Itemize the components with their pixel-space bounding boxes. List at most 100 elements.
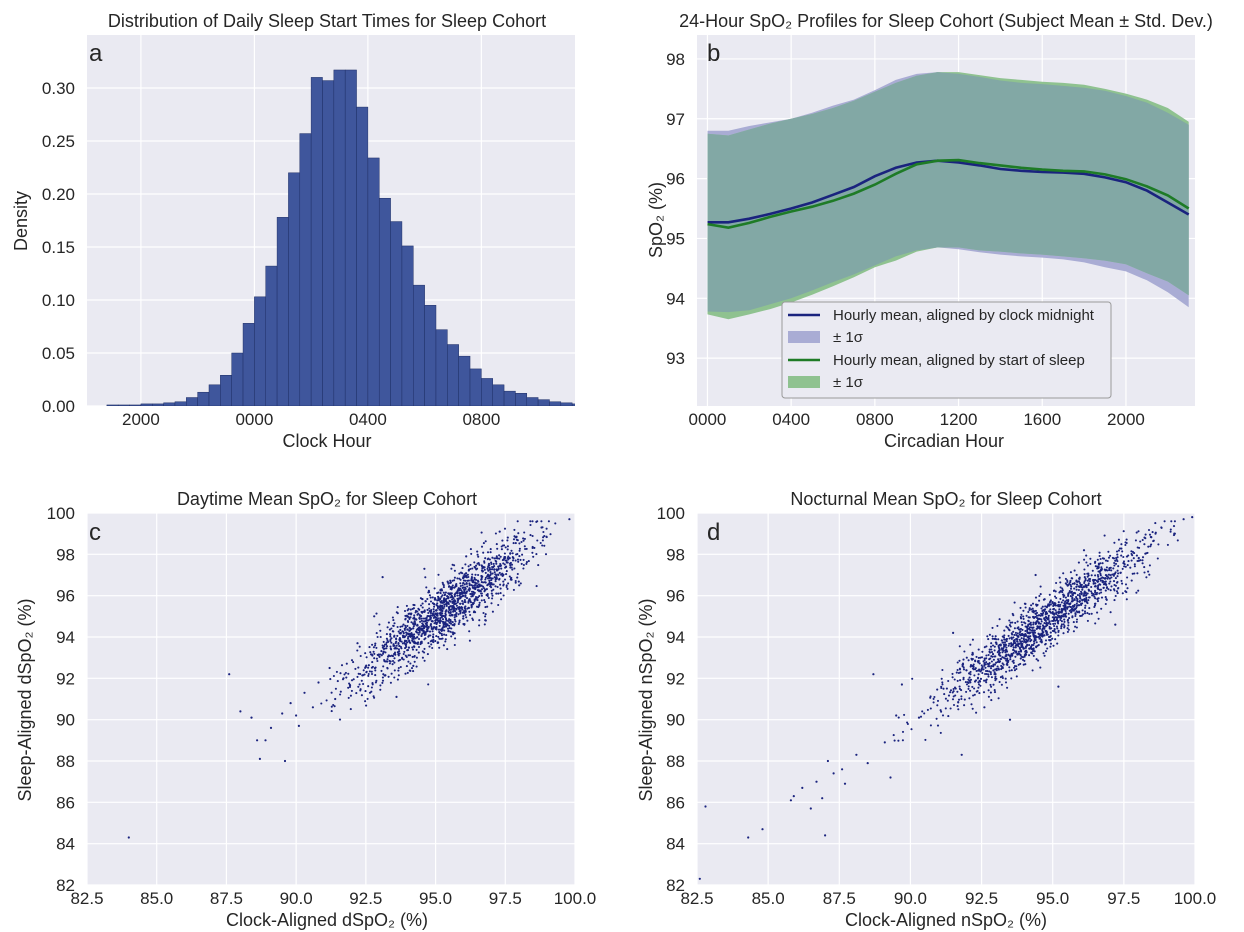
scatter-point [493,568,496,571]
scatter-point [1093,585,1096,588]
scatter-point [893,739,896,742]
scatter-point [901,730,905,733]
scatter-point [497,603,500,607]
scatter-point [1053,595,1057,598]
scatter-point [429,596,432,599]
scatter-point [1015,675,1018,678]
scatter-point [483,560,486,563]
scatter-point [506,587,509,590]
scatter-point [1070,590,1073,593]
scatter-point [1010,642,1013,645]
scatter-point [1013,665,1017,668]
scatter-point [381,576,384,579]
scatter-point [375,679,378,682]
scatter-point [520,540,523,544]
scatter-point [1013,601,1016,604]
scatter-point [462,617,465,620]
scatter-point [1027,619,1030,622]
scatter-point [969,643,972,646]
scatter-point [412,670,415,673]
scatter-point [466,619,469,622]
scatter-point [443,629,446,632]
scatter-point [451,586,454,589]
scatter-point [445,634,448,637]
scatter-point [500,548,503,551]
scatter-point [484,540,487,543]
scatter-point [1117,538,1120,541]
scatter-point [391,616,394,619]
scatter-point [963,650,966,653]
scatter-point [505,559,508,562]
scatter-point [1066,627,1069,630]
scatter-point [522,563,525,567]
scatter-point [480,531,483,534]
scatter-point [1071,600,1074,603]
scatter-point [1124,565,1127,568]
scatter-point [426,630,429,633]
scatter-point [985,654,988,657]
scatter-point [1125,591,1128,594]
scatter-point [455,612,458,615]
scatter-point [506,545,509,548]
scatter-point [445,625,448,628]
scatter-point [1110,569,1113,572]
scatter-point [490,589,493,592]
scatter-point [514,542,517,545]
scatter-point [456,577,459,580]
scatter-point [354,667,357,670]
scatter-point [989,671,992,674]
scatter-point [441,612,444,615]
scatter-point [455,591,458,594]
scatter-point [1074,592,1077,595]
scatter-point [1028,644,1031,647]
scatter-point [969,681,972,684]
scatter-point [1137,530,1140,533]
y-tick-label: 96 [666,170,685,189]
y-tick-label: 98 [56,545,75,564]
scatter-point [1047,617,1050,620]
scatter-point [476,579,479,582]
scatter-point [1149,545,1152,548]
scatter-point [427,683,430,686]
scatter-point [426,619,429,622]
scatter-point [895,714,898,717]
scatter-point [370,666,373,669]
scatter-point [385,645,389,648]
scatter-point [468,630,471,633]
scatter-point [943,693,946,696]
scatter-point [952,690,955,693]
scatter-point [418,614,421,617]
panel-d-grid [696,512,1196,886]
scatter-point [432,627,435,630]
scatter-point [369,651,372,654]
scatter-point [1107,573,1110,576]
scatter-point [390,672,393,675]
scatter-point [449,622,453,625]
scatter-point [540,526,543,529]
scatter-point [330,710,333,713]
scatter-point [414,637,417,640]
scatter-point [1062,632,1065,635]
scatter-point [1015,643,1019,646]
scatter-point [438,621,441,624]
y-tick-label: 0.20 [42,185,75,204]
scatter-point [421,656,424,659]
scatter-point [1151,531,1154,534]
scatter-point [1093,595,1096,598]
scatter-point [987,695,990,698]
scatter-point [990,642,993,645]
scatter-point [1148,564,1151,567]
scatter-point [483,599,486,602]
scatter-point [1014,655,1017,658]
scatter-point [379,635,382,639]
scatter-point [1039,636,1042,639]
scatter-point [497,573,500,576]
scatter-point [1106,577,1109,580]
scatter-point [1086,619,1089,622]
scatter-point [1143,566,1146,569]
scatter-point [403,628,406,632]
scatter-point [1078,592,1081,595]
scatter-point [1113,541,1116,544]
scatter-point [1099,583,1102,586]
scatter-point [408,654,412,657]
